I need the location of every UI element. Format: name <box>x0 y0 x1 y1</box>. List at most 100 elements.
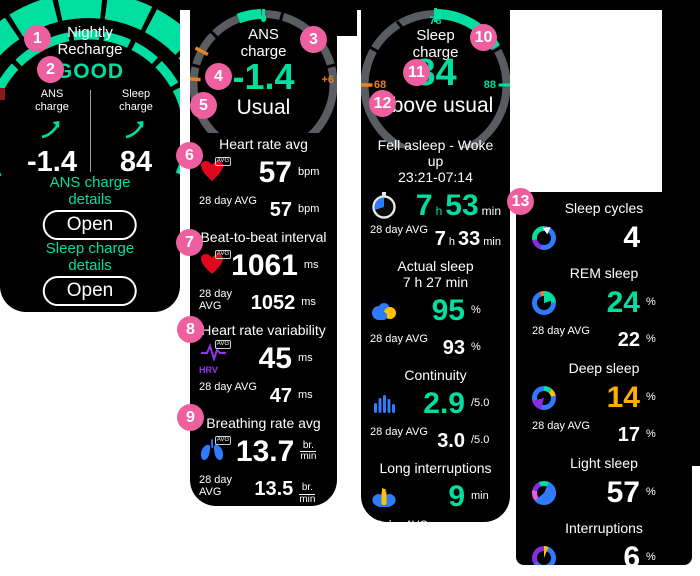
avg-chip: AVG <box>214 156 231 166</box>
hrv-avg-icon: AVG HRV <box>199 340 239 375</box>
ans-trend-arrow-icon <box>10 114 94 144</box>
metric-header: Breathing rate avg <box>206 415 321 431</box>
metric-unit: bpm <box>298 166 320 179</box>
light-ring-icon <box>532 481 572 505</box>
unit-top: br. <box>300 440 317 453</box>
annotation-badge-1: 1 <box>24 25 51 52</box>
actual-sleep-unit: % <box>471 341 481 353</box>
actual-sleep-unit: % <box>471 304 481 317</box>
long-interruptions-value: 9 <box>448 480 465 513</box>
sleep-cycles-header: Sleep cycles <box>564 200 644 216</box>
panel3-title: Sleep charge <box>412 27 459 62</box>
interruptions-value: 6 <box>623 541 640 566</box>
avg-label: 28 day AVG <box>199 195 257 207</box>
panel-nightly-recharge: Nightly Recharge GOOD ANS charge -1.4 Sl… <box>0 0 180 312</box>
sleep-charge-label: Sleep charge <box>119 88 153 113</box>
metric-header: Heart rate variability <box>201 322 326 338</box>
rem-avg-unit: % <box>646 333 656 345</box>
metric-header: Beat-to-beat interval <box>200 229 327 245</box>
canvas-tab <box>337 0 357 36</box>
hours-unit: h <box>448 236 456 248</box>
avg-label: 28 day AVG <box>199 288 233 312</box>
metric-sleep-cycles: Sleep cycles 4 <box>516 200 692 257</box>
metric-avg-value: 57 <box>269 199 292 221</box>
ans-gauge-plus6-label: +6 <box>321 74 334 86</box>
sleep-charge-column: Sleep charge 84 <box>94 88 178 179</box>
metric-value: 1061 <box>231 249 298 282</box>
annotation-badge-4: 4 <box>205 63 232 90</box>
sleep-gauge-top-label: 78 <box>429 15 442 27</box>
charge-columns: ANS charge -1.4 Sleep charge 84 <box>10 88 178 179</box>
panel-sleep-stages: Sleep cycles 4 REM sleep 24 % 28 day AVG <box>516 192 692 565</box>
interruption-cloud-icon <box>370 485 410 509</box>
interruptions-header: Interruptions <box>565 520 643 536</box>
ans-value: -1.4 <box>232 56 295 97</box>
sleep-status: Above usual <box>377 94 494 117</box>
column-divider <box>90 90 91 172</box>
metric-avg-unit: ms <box>301 296 316 308</box>
sleep-cloud-icon <box>370 300 410 322</box>
sleep-details-open-button[interactable]: Open <box>42 276 138 306</box>
actual-sleep-duration: 7 h 27 min <box>402 274 469 290</box>
metric-continuity: Continuity 2.9 /5.0 <box>361 367 510 453</box>
metric-unit: ms <box>303 259 319 272</box>
annotation-badge-5: 5 <box>190 92 217 119</box>
ans-charge-label: ANS charge <box>35 88 69 113</box>
continuity-value: 2.9 <box>423 387 465 420</box>
unit-bottom: min <box>300 451 317 463</box>
panel-sleep-charge: 78 68 88 Sleep charge 84 Above usual Fel… <box>361 0 510 522</box>
lungs-avg-icon: AVG <box>199 435 236 467</box>
light-unit: % <box>646 486 656 499</box>
sleep-details-link: Sleep charge details <box>45 240 135 275</box>
sleep-trend-arrow-icon <box>94 114 178 144</box>
sleep-gauge-right-label: 88 <box>483 79 496 91</box>
avg-label: 28 day AVG <box>199 474 233 498</box>
rem-sleep-header: REM sleep <box>569 265 639 281</box>
annotation-badge-11: 11 <box>403 59 430 86</box>
ans-charge-column: ANS charge -1.4 <box>10 88 94 179</box>
rem-unit: % <box>646 296 656 309</box>
metric-value: 13.7 <box>235 435 295 468</box>
sleep-value: 84 <box>414 52 457 94</box>
actual-sleep-header: Actual sleep <box>397 258 474 274</box>
annotation-badge-2: 2 <box>37 56 64 83</box>
annotation-badge-3: 3 <box>300 26 327 53</box>
metric-light-sleep: Light sleep 57 % <box>516 455 692 512</box>
panel1-title: Nightly Recharge <box>57 24 123 59</box>
metric-avg-unit: bpm <box>298 203 320 215</box>
minutes-unit: min <box>481 204 501 218</box>
annotation-badge-7: 7 <box>176 229 203 256</box>
avg-label: 28 day AVG <box>370 516 428 522</box>
rem-avg-value: 22 <box>617 329 640 351</box>
long-interruptions-header: Long interruptions <box>379 460 492 476</box>
sleep-time-range: 23:21-07:14 <box>398 169 473 185</box>
recharge-status: GOOD <box>55 60 125 83</box>
heart-avg-icon: AVG <box>199 249 231 281</box>
annotation-badge-8: 8 <box>177 316 204 343</box>
continuity-avg: 3.0 <box>437 430 465 452</box>
deep-avg-value: 17 <box>617 424 640 446</box>
avg-chip: AVG <box>214 249 231 259</box>
avg-label: 28 day AVG <box>370 333 428 345</box>
annotation-badge-13: 13 <box>507 188 534 215</box>
metric-actual-sleep: Actual sleep 7 h 27 min 95 % <box>361 258 510 360</box>
metric-unit: br. min <box>294 440 328 463</box>
ans-details-open-button[interactable]: Open <box>42 210 138 240</box>
gauge-red-tick <box>0 88 5 100</box>
metric-rem-sleep: REM sleep 24 % 28 day AVG 22 % <box>516 265 692 352</box>
actual-sleep-value: 95 <box>431 294 465 327</box>
avg-label: 28 day AVG <box>532 325 590 337</box>
ans-charge-value: -1.4 <box>27 146 77 178</box>
avg-label: 28 day AVG <box>370 426 428 438</box>
metric-interruptions: Interruptions 6 % <box>516 520 692 565</box>
avg-minutes: 33 <box>458 228 481 250</box>
annotation-badge-9: 9 <box>177 404 204 431</box>
light-value: 57 <box>606 476 640 509</box>
sleep-cycles-value: 4 <box>623 221 640 254</box>
metric-long-interruptions: Long interruptions 9 min <box>361 460 510 522</box>
metric-breathing-rate: Breathing rate avg AVG 13.7 <box>190 415 337 505</box>
hrv-label: HRV <box>199 365 218 375</box>
deep-value: 14 <box>606 381 640 414</box>
metric-avg-unit: ms <box>298 389 313 401</box>
